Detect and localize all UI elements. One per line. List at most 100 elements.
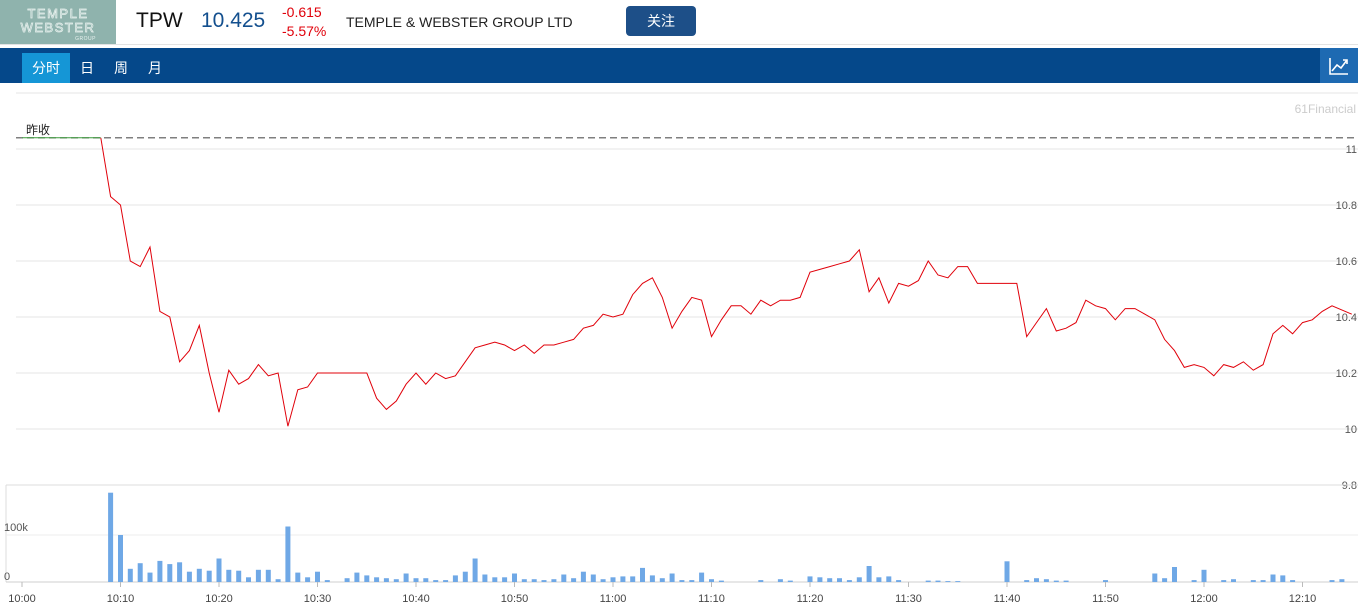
volume-bar (1201, 569, 1207, 582)
volume-bar (413, 578, 419, 582)
volume-bar (846, 580, 852, 582)
volume-bar (462, 571, 468, 582)
tab-weekly[interactable]: 周 (114, 60, 128, 76)
intraday-chart: 61Financial 昨收 11 10.8 10.6 10.4 10.2 10 9.8 1… (4, 92, 1358, 605)
volume-bar (856, 577, 862, 582)
volume-bar (1162, 578, 1168, 582)
volume-bar (886, 576, 892, 582)
volume-bar (837, 578, 842, 582)
volume-bar (226, 569, 232, 582)
volume-bar (807, 576, 813, 582)
volume-bar (1270, 574, 1276, 582)
line-chart-glyph (1329, 57, 1348, 75)
volume-bar (1152, 573, 1158, 582)
volume-bar (177, 562, 183, 582)
svg-text:GROUP: GROUP (75, 36, 96, 42)
volume-bar (1024, 580, 1030, 582)
time-tick-label: 12:00 (1190, 593, 1218, 605)
volume-bar (157, 560, 163, 582)
volume-bar (147, 572, 153, 582)
volume-bar (1004, 561, 1010, 582)
time-axis: 10:00 10:10 10:20 10:30 10:40 10:50 11:00 11:10… (8, 582, 1316, 605)
volume-bar (600, 579, 606, 582)
volume-bar (876, 577, 882, 582)
time-tick-label: 11:00 (600, 593, 627, 605)
volume-bar (502, 577, 508, 582)
volume-bar (758, 580, 764, 582)
volume-bar (265, 569, 271, 582)
volume-bar (275, 579, 281, 582)
price-series (22, 137, 1352, 427)
tab-intraday[interactable]: 分时 (22, 53, 70, 83)
quote-header: TEMPLE WEBSTER GROUP TPW 10.425 -0.615 -… (0, 0, 1358, 45)
time-tick-label: 10:30 (304, 593, 332, 605)
volume-bar (561, 574, 567, 582)
volume-bar (492, 577, 498, 582)
volume-bar (866, 566, 872, 582)
volume-panel: 100k 0 (4, 484, 1358, 583)
volume-bar (610, 577, 616, 582)
price-tick-label: 10.4 (1336, 312, 1357, 324)
volume-bar (1043, 579, 1049, 582)
time-tick-label: 11:30 (895, 593, 922, 605)
volume-bar (482, 574, 488, 582)
company-name: TEMPLE & WEBSTER GROUP LTD (346, 14, 573, 30)
time-tick-label: 10:20 (205, 593, 233, 605)
time-tick-label: 10:00 (8, 593, 36, 605)
volume-bar (827, 578, 833, 582)
volume-bar (689, 580, 695, 582)
time-tick-label: 10:10 (107, 593, 135, 605)
time-tick-label: 11:10 (698, 593, 725, 605)
tab-monthly[interactable]: 月 (148, 60, 162, 76)
volume-bar (679, 580, 685, 582)
volume-bar (324, 580, 330, 582)
volume-bar (443, 580, 449, 582)
volume-bar (955, 581, 961, 582)
volume-bar (108, 492, 114, 582)
company-logo: TEMPLE WEBSTER GROUP (0, 0, 116, 44)
prev-close-layer: 昨收 (16, 123, 1358, 139)
follow-button[interactable]: 关注 (626, 6, 696, 36)
volume-bar (167, 564, 173, 582)
volume-bar (118, 535, 123, 582)
volume-bar (374, 577, 380, 582)
volume-bar (1290, 580, 1296, 582)
volume-bar (127, 568, 133, 582)
volume-bar (787, 580, 793, 582)
price-tick-label: 10.2 (1336, 368, 1357, 380)
ticker-symbol: TPW (136, 9, 183, 32)
svg-text:WEBSTER: WEBSTER (21, 20, 96, 35)
tab-daily[interactable]: 日 (80, 60, 94, 76)
volume-bar (640, 567, 645, 582)
volume-bar (630, 576, 636, 582)
volume-tick-label: 100k (4, 522, 28, 534)
volume-bar (925, 580, 931, 582)
volume-bar (590, 574, 596, 582)
volume-bar (659, 578, 665, 582)
price-tick-label: 9.8 (1342, 480, 1357, 492)
svg-text:TEMPLE: TEMPLE (27, 6, 88, 21)
volume-bar (383, 578, 389, 582)
volume-bar (472, 558, 478, 582)
volume-bar (1191, 580, 1197, 582)
volume-bar (1053, 580, 1059, 582)
volume-bar (1172, 567, 1177, 582)
volume-bar (1339, 579, 1345, 582)
volume-bar (945, 581, 951, 582)
period-tab-bar: 分时 日 周 月 (0, 48, 1358, 83)
line-chart-icon[interactable] (1320, 48, 1358, 83)
volume-bar (246, 577, 251, 582)
prev-close-label: 昨收 (26, 123, 50, 137)
volume-bar (541, 580, 547, 582)
volume-bar (512, 573, 517, 582)
volume-bar (403, 573, 409, 582)
volume-bar (896, 580, 902, 582)
watermark: 61Financial (1295, 102, 1356, 116)
volume-bar (1250, 580, 1256, 582)
price-axis-ticks: 11 10.8 10.6 10.4 10.2 10 9.8 (1336, 144, 1357, 492)
volume-bar (1221, 580, 1227, 582)
time-tick-label: 12:10 (1289, 593, 1317, 605)
volume-bar (709, 579, 714, 582)
volume-bar (935, 580, 941, 582)
volume-bar (423, 578, 429, 582)
